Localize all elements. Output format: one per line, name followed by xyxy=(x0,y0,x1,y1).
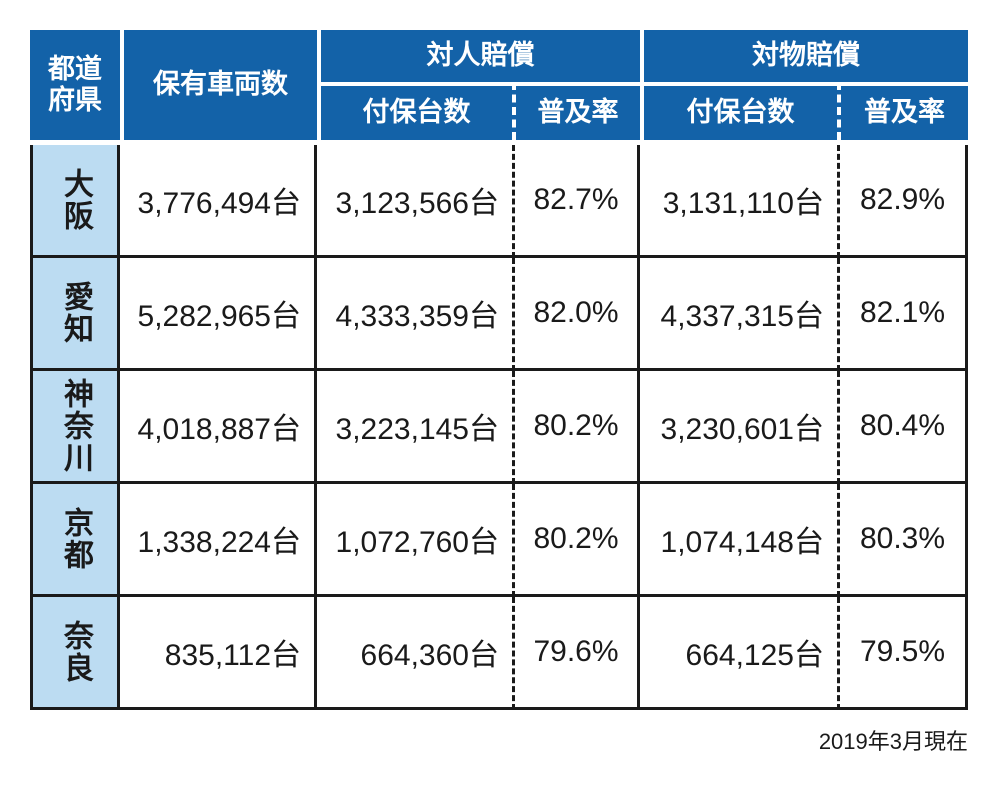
cell-owned: 3,776,494台 xyxy=(120,145,317,258)
cell-owned: 4,018,887台 xyxy=(120,371,317,484)
header-bi-insured-count: 付保台数 xyxy=(317,82,512,140)
cell-bi-insured: 4,333,359台 xyxy=(317,258,512,371)
cell-pd-insured: 664,125台 xyxy=(640,597,837,710)
header-bi-penetration-rate: 普及率 xyxy=(512,82,640,140)
cell-bi-insured: 1,072,760台 xyxy=(317,484,512,597)
row-prefecture: 神奈川 xyxy=(30,371,120,484)
cell-pd-rate: 82.9% xyxy=(837,145,968,258)
cell-bi-rate: 82.0% xyxy=(512,258,640,371)
header-prefecture: 都道 府県 xyxy=(30,30,120,140)
cell-bi-rate: 80.2% xyxy=(512,371,640,484)
cell-pd-rate: 82.1% xyxy=(837,258,968,371)
row-prefecture: 愛知 xyxy=(30,258,120,371)
cell-bi-rate: 80.2% xyxy=(512,484,640,597)
cell-pd-rate: 80.3% xyxy=(837,484,968,597)
header-property-damage-group: 対物賠償 xyxy=(640,30,968,82)
cell-bi-insured: 3,123,566台 xyxy=(317,145,512,258)
cell-pd-insured: 3,131,110台 xyxy=(640,145,837,258)
cell-bi-insured: 3,223,145台 xyxy=(317,371,512,484)
cell-owned: 5,282,965台 xyxy=(120,258,317,371)
cell-pd-insured: 4,337,315台 xyxy=(640,258,837,371)
cell-bi-rate: 82.7% xyxy=(512,145,640,258)
cell-bi-rate: 79.6% xyxy=(512,597,640,710)
row-prefecture: 奈良 xyxy=(30,597,120,710)
row-prefecture: 大阪 xyxy=(30,145,120,258)
table-header: 都道 府県 保有車両数 対人賠償 対物賠償 付保台数 普及率 付保台数 普及率 xyxy=(30,30,968,140)
insurance-table: 都道 府県 保有車両数 対人賠償 対物賠償 付保台数 普及率 付保台数 普及率 … xyxy=(30,30,968,756)
cell-pd-insured: 1,074,148台 xyxy=(640,484,837,597)
cell-owned: 835,112台 xyxy=(120,597,317,710)
cell-pd-rate: 80.4% xyxy=(837,371,968,484)
as-of-date-note: 2019年3月現在 xyxy=(818,729,968,754)
row-prefecture: 京都 xyxy=(30,484,120,597)
cell-pd-rate: 79.5% xyxy=(837,597,968,710)
cell-bi-insured: 664,360台 xyxy=(317,597,512,710)
header-bodily-injury-group: 対人賠償 xyxy=(317,30,640,82)
header-pd-insured-count: 付保台数 xyxy=(640,82,837,140)
header-pd-penetration-rate: 普及率 xyxy=(837,82,968,140)
cell-pd-insured: 3,230,601台 xyxy=(640,371,837,484)
header-vehicles-owned: 保有車両数 xyxy=(120,30,317,140)
cell-owned: 1,338,224台 xyxy=(120,484,317,597)
table-body: 大阪 3,776,494台 3,123,566台 82.7% 3,131,110… xyxy=(30,145,968,710)
